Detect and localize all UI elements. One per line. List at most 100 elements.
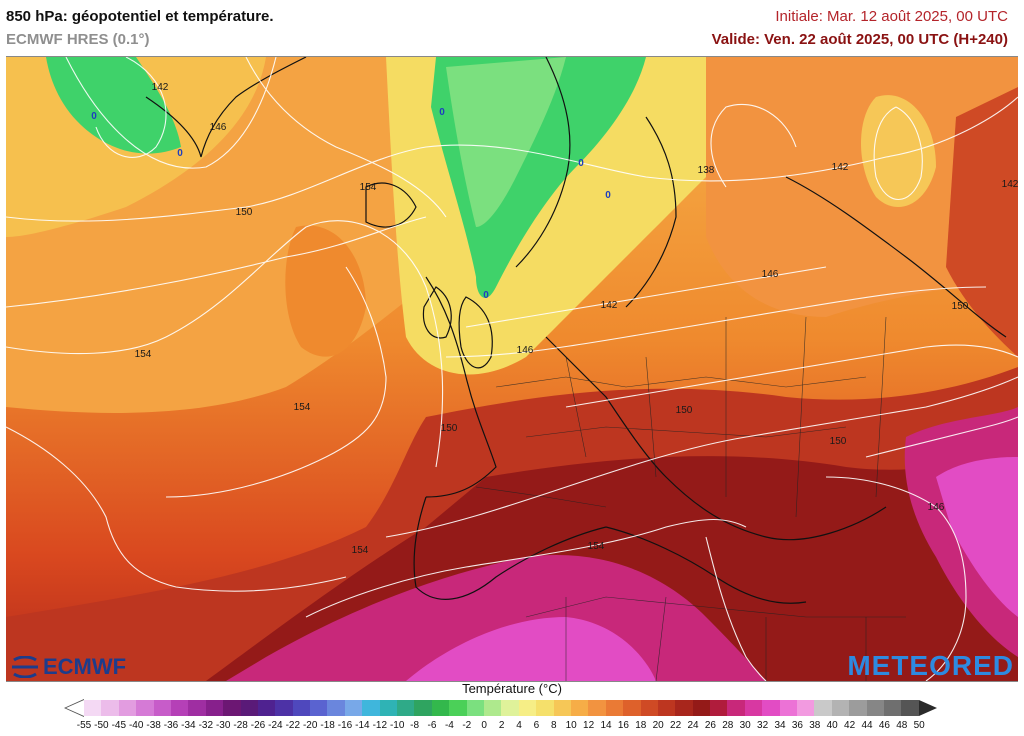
legend-swatch bbox=[657, 700, 676, 716]
legend-swatch bbox=[327, 700, 345, 716]
legend-swatch bbox=[344, 700, 363, 716]
legend-tick-label: -30 bbox=[215, 720, 231, 731]
legend-swatch bbox=[414, 700, 432, 716]
legend-tick-label: -55 bbox=[76, 720, 92, 731]
meteored-logo: METEORED bbox=[847, 650, 1014, 681]
legend-swatch bbox=[170, 700, 189, 716]
legend-swatch bbox=[153, 700, 171, 716]
legend-tick-label: 18 bbox=[635, 720, 647, 731]
legend-tick-label: -50 bbox=[94, 720, 109, 731]
contour-label: 154 bbox=[294, 402, 311, 413]
contour-label: 142 bbox=[832, 162, 849, 173]
contour-label: 146 bbox=[928, 502, 945, 513]
legend-tick-label: 32 bbox=[757, 720, 769, 731]
zero-label: 0 bbox=[605, 190, 611, 201]
legend-swatch bbox=[501, 700, 519, 716]
legend-tick-label: -16 bbox=[337, 720, 353, 731]
legend-swatch bbox=[431, 700, 450, 716]
legend-tick-label: -36 bbox=[163, 720, 179, 731]
legend-tick-label: -14 bbox=[355, 720, 370, 731]
legend-max-arrow bbox=[919, 700, 938, 716]
legend-swatch bbox=[640, 700, 658, 716]
legend-swatch bbox=[188, 700, 206, 716]
legend-tick-label: -32 bbox=[198, 720, 214, 731]
legend-tick-label: 8 bbox=[551, 720, 557, 731]
map-title: 850 hPa: géopotentiel et température. bbox=[6, 8, 274, 25]
legend-min-arrow bbox=[66, 700, 84, 716]
legend-swatch bbox=[275, 700, 293, 716]
legend-swatch bbox=[466, 700, 484, 716]
zero-label: 0 bbox=[91, 111, 97, 122]
contour-label: 146 bbox=[517, 345, 534, 356]
contour-label: 150 bbox=[236, 207, 253, 218]
contour-label: 142 bbox=[1002, 179, 1018, 190]
legend-swatch bbox=[779, 700, 798, 716]
legend-swatch bbox=[397, 700, 415, 716]
contour-label: 154 bbox=[352, 545, 369, 556]
valid-time: Valide: Ven. 22 août 2025, 00 UTC (H+240… bbox=[711, 31, 1008, 48]
legend-tick-label: 16 bbox=[617, 720, 629, 731]
ecmwf-logo: ECMWF bbox=[10, 654, 126, 680]
ecmwf-logo-text: ECMWF bbox=[43, 654, 127, 679]
legend-tick-label: -8 bbox=[410, 720, 420, 731]
legend-swatch bbox=[710, 700, 728, 716]
legend-swatch bbox=[257, 700, 276, 716]
legend-tick-label: 36 bbox=[791, 720, 803, 731]
legend-tick-label: -34 bbox=[181, 720, 196, 731]
legend-colorbar bbox=[84, 700, 919, 716]
legend-swatch bbox=[292, 700, 311, 716]
legend-swatch bbox=[762, 700, 780, 716]
legend-swatch bbox=[849, 700, 867, 716]
legend-swatch bbox=[449, 700, 467, 716]
legend-tick-label: 42 bbox=[844, 720, 856, 731]
legend-swatch bbox=[727, 700, 745, 716]
geopotential-isolines bbox=[6, 57, 1018, 681]
legend-tick-label: -6 bbox=[427, 720, 437, 731]
legend-tick-label: 6 bbox=[533, 720, 540, 731]
contour-label: 142 bbox=[152, 82, 169, 93]
legend-tick-label: 38 bbox=[809, 720, 821, 731]
legend-swatch bbox=[623, 700, 641, 716]
legend-tick-label: 22 bbox=[670, 720, 682, 731]
legend-swatch bbox=[362, 700, 380, 716]
legend-tick-label: -38 bbox=[146, 720, 161, 731]
initial-time: Initiale: Mar. 12 août 2025, 00 UTC bbox=[775, 8, 1008, 25]
legend-tick-label: -2 bbox=[462, 720, 472, 731]
legend-tick-label: -10 bbox=[389, 720, 405, 731]
legend-swatch bbox=[831, 700, 850, 716]
legend-tick-label: -26 bbox=[250, 720, 266, 731]
legend-swatch bbox=[901, 700, 919, 716]
forecast-map[interactable]: 142 146 150 154 154 154 150 146 142 138 … bbox=[6, 56, 1018, 682]
ecmwf-logo-icon bbox=[12, 656, 38, 678]
zero-isotherm-labels: 0 0 0 0 0 0 bbox=[91, 107, 611, 301]
legend-title: Température (°C) bbox=[462, 681, 562, 696]
legend-tick-label: -18 bbox=[320, 720, 335, 731]
legend-swatch bbox=[310, 700, 328, 716]
legend-tick-label: -24 bbox=[268, 720, 283, 731]
legend-tick-label: 12 bbox=[583, 720, 595, 731]
legend-tick-label: 0 bbox=[481, 720, 487, 731]
legend-tick-label: 50 bbox=[913, 720, 925, 731]
legend-swatch bbox=[483, 700, 502, 716]
legend-tick-label: 40 bbox=[826, 720, 838, 731]
legend-swatch bbox=[240, 700, 258, 716]
zero-label: 0 bbox=[439, 107, 445, 118]
zero-label: 0 bbox=[177, 148, 183, 159]
legend-swatch bbox=[866, 700, 884, 716]
legend-tick-label: -12 bbox=[372, 720, 388, 731]
model-name: ECMWF HRES (0.1°) bbox=[6, 31, 150, 48]
legend-tick-label: -22 bbox=[285, 720, 301, 731]
legend-tick-label: 24 bbox=[687, 720, 699, 731]
legend-tick-label: 44 bbox=[861, 720, 873, 731]
legend-tick-label: 2 bbox=[498, 720, 505, 731]
legend-swatch bbox=[797, 700, 815, 716]
legend-swatch bbox=[518, 700, 537, 716]
legend-tick-label: 34 bbox=[774, 720, 786, 731]
contour-label: 150 bbox=[676, 405, 693, 416]
legend-swatch bbox=[84, 700, 102, 716]
legend-swatch bbox=[205, 700, 224, 716]
legend-tick-label: 10 bbox=[565, 720, 577, 731]
legend-tick-label: 46 bbox=[878, 720, 890, 731]
contour-label: 138 bbox=[698, 165, 715, 176]
legend-tick-label: -4 bbox=[444, 720, 454, 731]
